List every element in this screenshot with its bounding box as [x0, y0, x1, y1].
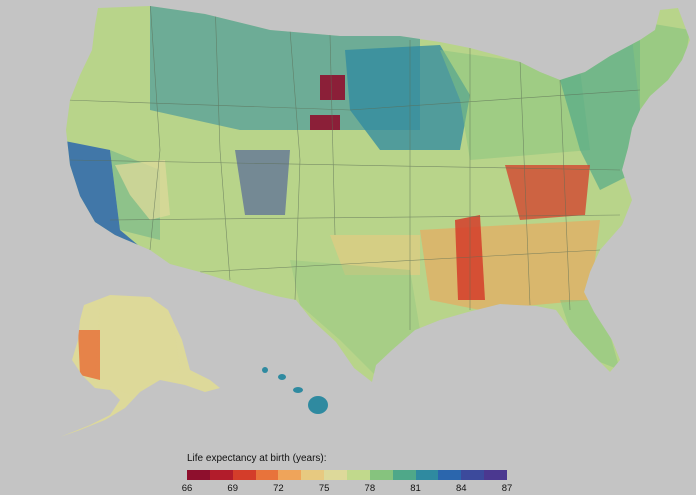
legend-swatch	[232, 470, 256, 480]
region-deep-south	[420, 220, 600, 310]
legend-tick-label: 87	[501, 483, 513, 494]
legend-swatch	[301, 470, 325, 480]
region-texas	[290, 260, 420, 380]
region-minnesota-iowa	[345, 45, 470, 150]
legend-swatch	[209, 470, 233, 480]
region-new-england	[630, 20, 690, 110]
legend-swatch	[461, 470, 485, 480]
legend-swatch	[484, 470, 508, 480]
alaska	[60, 295, 220, 437]
hawaii-oahu	[278, 374, 286, 380]
legend-tick-label: 72	[273, 483, 284, 494]
legend-swatch	[347, 470, 370, 480]
hawaii-kauai	[262, 367, 268, 373]
legend-tick-label: 78	[364, 483, 376, 494]
state-borders	[66, 6, 641, 330]
legend-swatch	[324, 470, 348, 480]
region-pacific-coast	[66, 140, 150, 255]
legend-swatch	[369, 470, 393, 480]
legend-tick-label: 81	[410, 483, 421, 494]
region-layer	[66, 6, 690, 380]
region-nevada	[115, 160, 170, 220]
legend-swatch	[438, 470, 462, 480]
legend-tick-label: 84	[455, 483, 467, 494]
legend-swatch	[392, 470, 416, 480]
legend-title: Life expectancy at birth (years):	[187, 453, 327, 464]
region-alaska-west	[78, 330, 100, 380]
legend-swatch	[415, 470, 439, 480]
legend-tick-label: 66	[181, 483, 193, 494]
region-florida	[560, 300, 620, 370]
legend-tick-label: 75	[318, 483, 330, 494]
legend-swatch	[255, 470, 279, 480]
legend-tick-label: 69	[227, 483, 238, 494]
region-colorado-rockies	[235, 150, 290, 215]
hawaii-big-island	[308, 396, 328, 414]
legend-color-bar	[187, 470, 508, 480]
region-great-lakes	[440, 50, 590, 160]
region-appalachia	[505, 165, 590, 220]
legend-swatch	[187, 470, 210, 480]
region-alaska	[95, 300, 180, 395]
region-south-dakota-reservations	[310, 75, 345, 130]
hawaii	[262, 367, 328, 414]
region-oklahoma	[330, 235, 420, 275]
region-northeast	[560, 40, 640, 190]
hawaii-maui	[293, 387, 303, 393]
legend-swatch	[278, 470, 302, 480]
